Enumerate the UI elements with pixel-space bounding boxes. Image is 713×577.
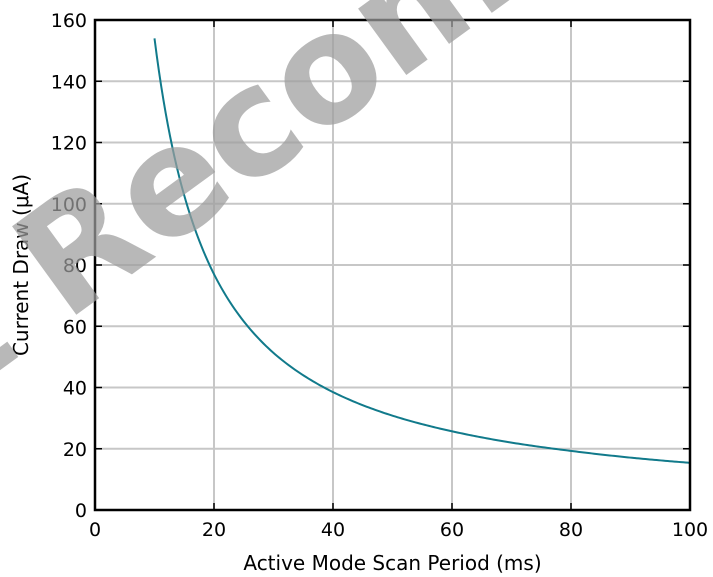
y-tick-label: 60: [63, 316, 87, 338]
y-tick-label: 40: [63, 378, 87, 400]
series-line: [153, 38, 691, 464]
y-tick-label: 120: [51, 133, 87, 155]
y-tick-label: 0: [75, 500, 87, 522]
x-tick-label: 0: [89, 519, 101, 541]
y-tick-label: 100: [51, 194, 87, 216]
y-tick-label: 140: [51, 71, 87, 93]
y-tick-label: 160: [51, 10, 87, 32]
y-tick-label: 20: [63, 439, 87, 461]
x-tick-label: 60: [440, 519, 464, 541]
grid: [95, 20, 690, 510]
x-tick-label: 100: [672, 519, 708, 541]
x-axis-label: Active Mode Scan Period (ms): [243, 551, 541, 575]
y-axis-label: Current Draw (μA): [9, 174, 33, 356]
y-tick-label: 80: [63, 255, 87, 277]
x-tick-label: 20: [202, 519, 226, 541]
x-tick-label: 40: [321, 519, 345, 541]
x-tick-label: 80: [559, 519, 583, 541]
axis-ticks: 0 20 40 60 80 100 0 20 40 60 80 100 120 140 160: [51, 10, 708, 541]
